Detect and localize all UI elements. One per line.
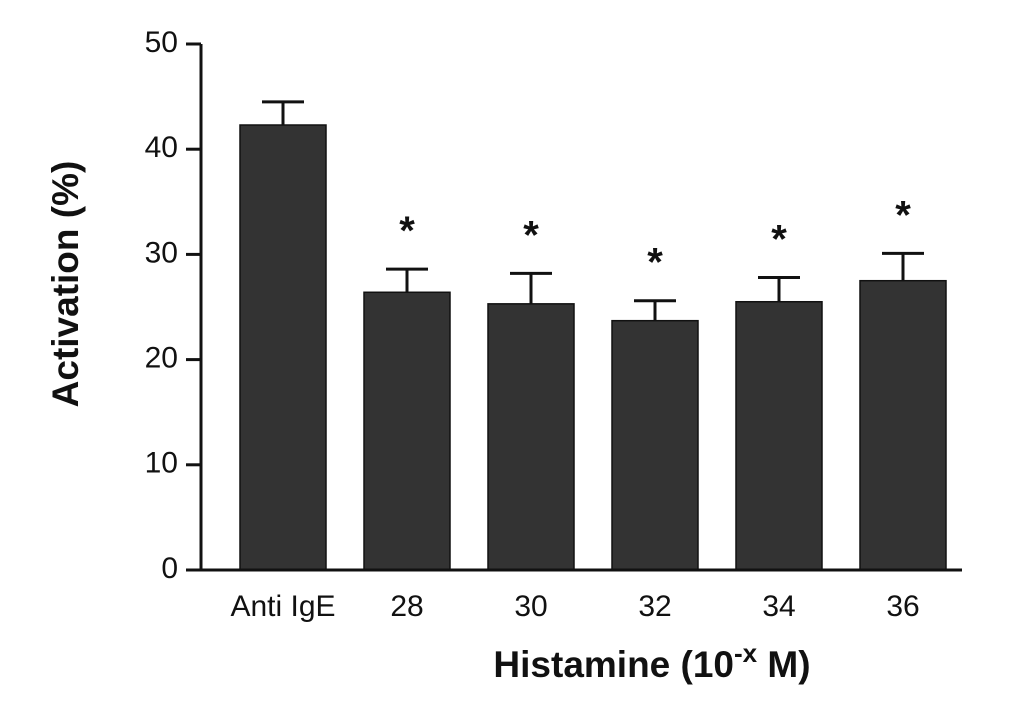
x-tick-label-4: 34 [762, 590, 795, 623]
y-axis-title: Activation (%) [45, 161, 86, 408]
bar-4 [735, 300, 823, 571]
bar-2 [487, 303, 575, 571]
x-axis-title-main: Histamine (10 [493, 644, 734, 685]
bar-0 [239, 124, 327, 571]
y-tick-label-4: 40 [145, 131, 178, 164]
x-tick-label-5: 36 [886, 590, 919, 623]
bars-group [239, 124, 947, 571]
significance-star-5: * [895, 193, 911, 237]
y-tick-label-5: 50 [145, 26, 178, 59]
x-axis-title: Histamine (10-x M) [493, 638, 810, 685]
significance-markers-group: * * * * * [399, 193, 911, 284]
y-tick-label-0: 0 [161, 552, 178, 585]
bar-1 [363, 291, 451, 571]
x-tick-labels-group: Anti IgE 28 30 32 34 36 [230, 590, 919, 623]
x-axis-title-suffix: M) [757, 644, 810, 685]
error-bars-group [262, 100, 924, 321]
y-tick-label-2: 20 [145, 342, 178, 375]
x-tick-label-0: Anti IgE [230, 590, 335, 623]
x-tick-label-1: 28 [390, 590, 423, 623]
significance-star-2: * [523, 213, 539, 257]
y-tick-label-3: 30 [145, 236, 178, 269]
significance-star-4: * [771, 218, 787, 262]
x-tick-label-3: 32 [638, 590, 671, 623]
y-ticks-group: 0 10 20 30 40 50 [145, 26, 201, 585]
y-tick-label-1: 10 [145, 447, 178, 480]
x-axis-title-exponent: -x [734, 638, 758, 668]
significance-star-1: * [399, 209, 415, 253]
bar-5 [859, 279, 947, 571]
x-tick-label-2: 30 [514, 590, 547, 623]
significance-star-3: * [647, 241, 663, 285]
bar-3 [611, 319, 699, 571]
